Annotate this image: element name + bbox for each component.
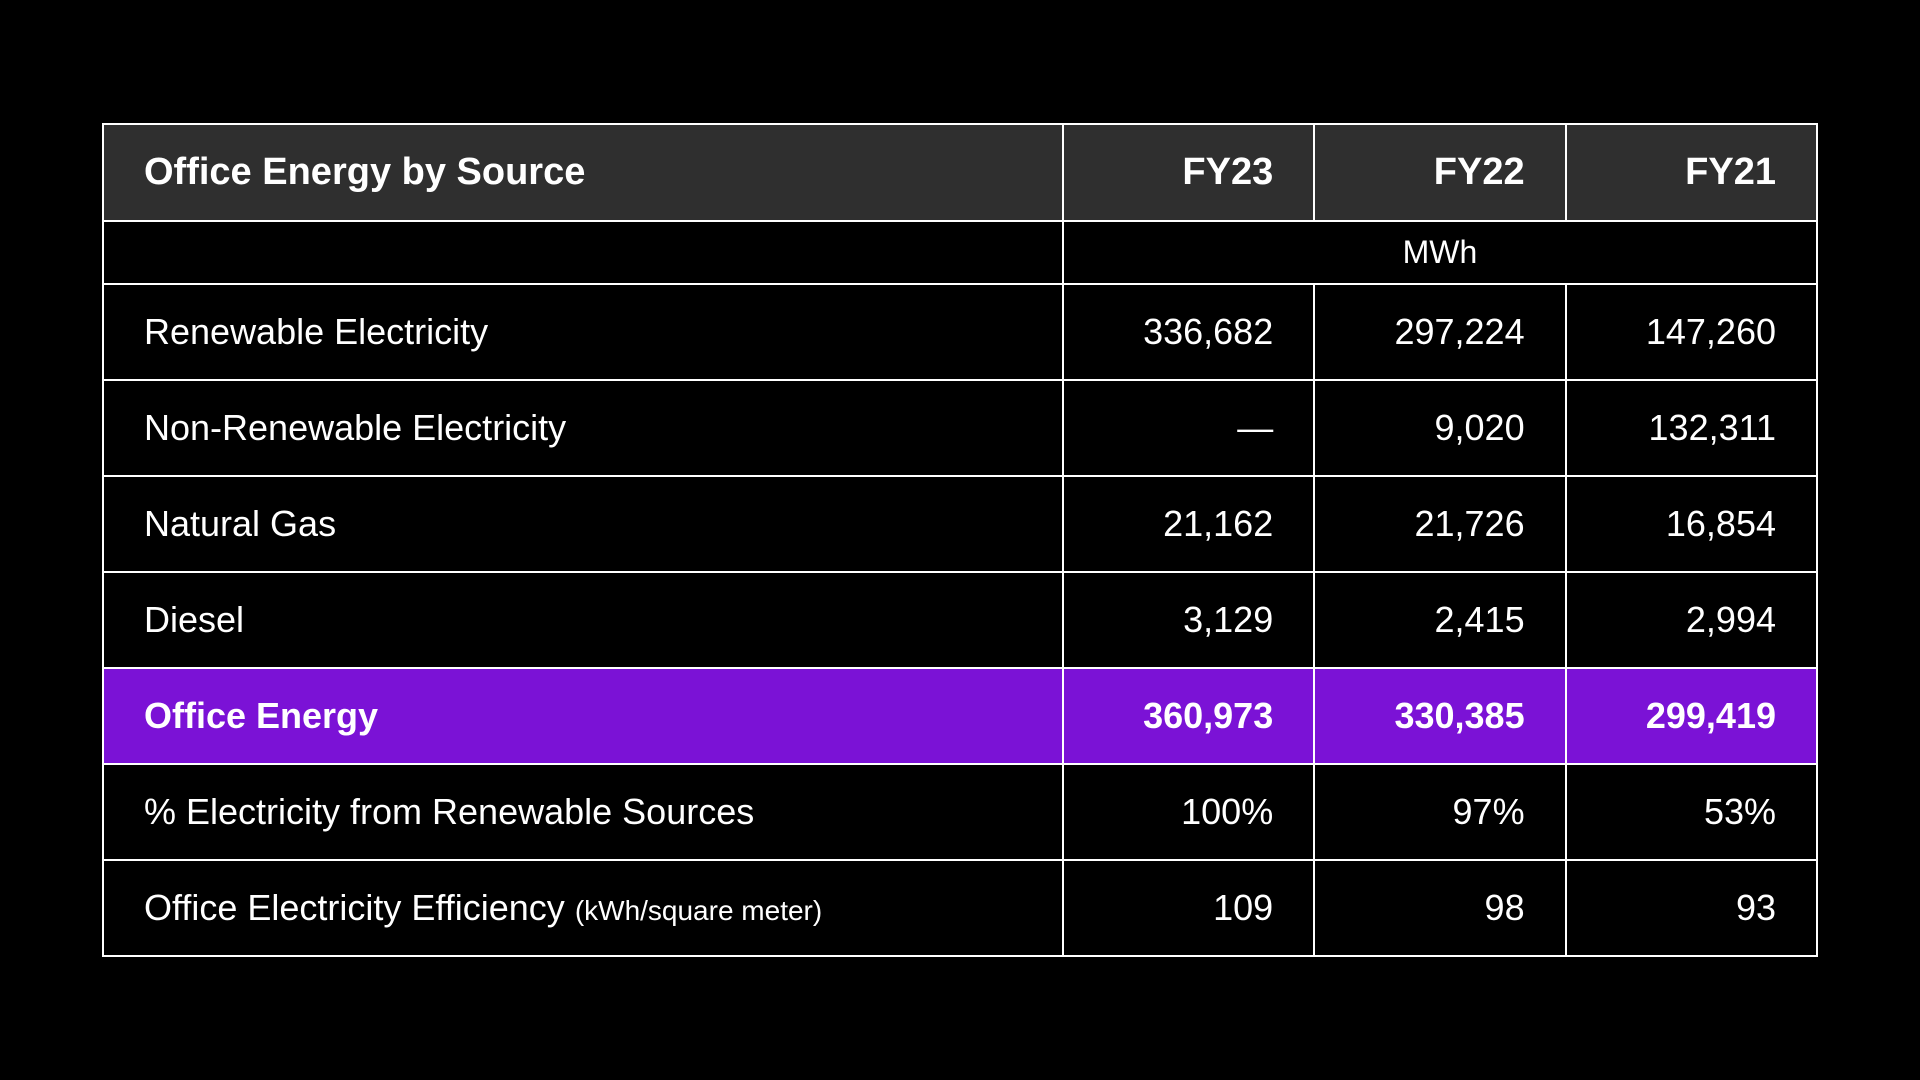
unit-blank	[103, 221, 1063, 284]
row-label: % Electricity from Renewable Sources	[103, 764, 1063, 860]
row-label: Office Electricity Efficiency (kWh/squar…	[103, 860, 1063, 956]
table-title: Office Energy by Source	[103, 124, 1063, 221]
row-value: 2,994	[1566, 572, 1817, 668]
table-row: % Electricity from Renewable Sources100%…	[103, 764, 1817, 860]
energy-table: Office Energy by Source FY23 FY22 FY21 M…	[102, 123, 1818, 957]
row-value: 336,682	[1063, 284, 1314, 380]
row-value: 360,973	[1063, 668, 1314, 764]
col-header-fy23: FY23	[1063, 124, 1314, 221]
row-value: 9,020	[1314, 380, 1565, 476]
row-label: Diesel	[103, 572, 1063, 668]
row-value: 21,162	[1063, 476, 1314, 572]
row-value: —	[1063, 380, 1314, 476]
row-value: 2,415	[1314, 572, 1565, 668]
row-value: 21,726	[1314, 476, 1565, 572]
table-row: Diesel3,1292,4152,994	[103, 572, 1817, 668]
col-header-fy21: FY21	[1566, 124, 1817, 221]
page: Office Energy by Source FY23 FY22 FY21 M…	[0, 0, 1920, 1080]
table-row: Office Energy360,973330,385299,419	[103, 668, 1817, 764]
table-head: Office Energy by Source FY23 FY22 FY21	[103, 124, 1817, 221]
row-value: 299,419	[1566, 668, 1817, 764]
row-value: 132,311	[1566, 380, 1817, 476]
row-value: 109	[1063, 860, 1314, 956]
unit-label: MWh	[1063, 221, 1817, 284]
row-label: Natural Gas	[103, 476, 1063, 572]
unit-row: MWh	[103, 221, 1817, 284]
row-value: 93	[1566, 860, 1817, 956]
row-value: 16,854	[1566, 476, 1817, 572]
table-row: Natural Gas21,16221,72616,854	[103, 476, 1817, 572]
row-value: 147,260	[1566, 284, 1817, 380]
row-value: 297,224	[1314, 284, 1565, 380]
row-label: Renewable Electricity	[103, 284, 1063, 380]
table-body: MWhRenewable Electricity336,682297,22414…	[103, 221, 1817, 956]
row-label: Office Energy	[103, 668, 1063, 764]
row-value: 53%	[1566, 764, 1817, 860]
row-value: 97%	[1314, 764, 1565, 860]
table-row: Renewable Electricity336,682297,224147,2…	[103, 284, 1817, 380]
row-value: 100%	[1063, 764, 1314, 860]
table-row: Non-Renewable Electricity—9,020132,311	[103, 380, 1817, 476]
header-row: Office Energy by Source FY23 FY22 FY21	[103, 124, 1817, 221]
row-value: 3,129	[1063, 572, 1314, 668]
table-row: Office Electricity Efficiency (kWh/squar…	[103, 860, 1817, 956]
row-label-main: Office Electricity Efficiency	[144, 887, 575, 928]
row-label: Non-Renewable Electricity	[103, 380, 1063, 476]
row-value: 330,385	[1314, 668, 1565, 764]
row-value: 98	[1314, 860, 1565, 956]
col-header-fy22: FY22	[1314, 124, 1565, 221]
energy-table-wrap: Office Energy by Source FY23 FY22 FY21 M…	[102, 123, 1818, 957]
row-label-sub: (kWh/square meter)	[575, 895, 822, 926]
